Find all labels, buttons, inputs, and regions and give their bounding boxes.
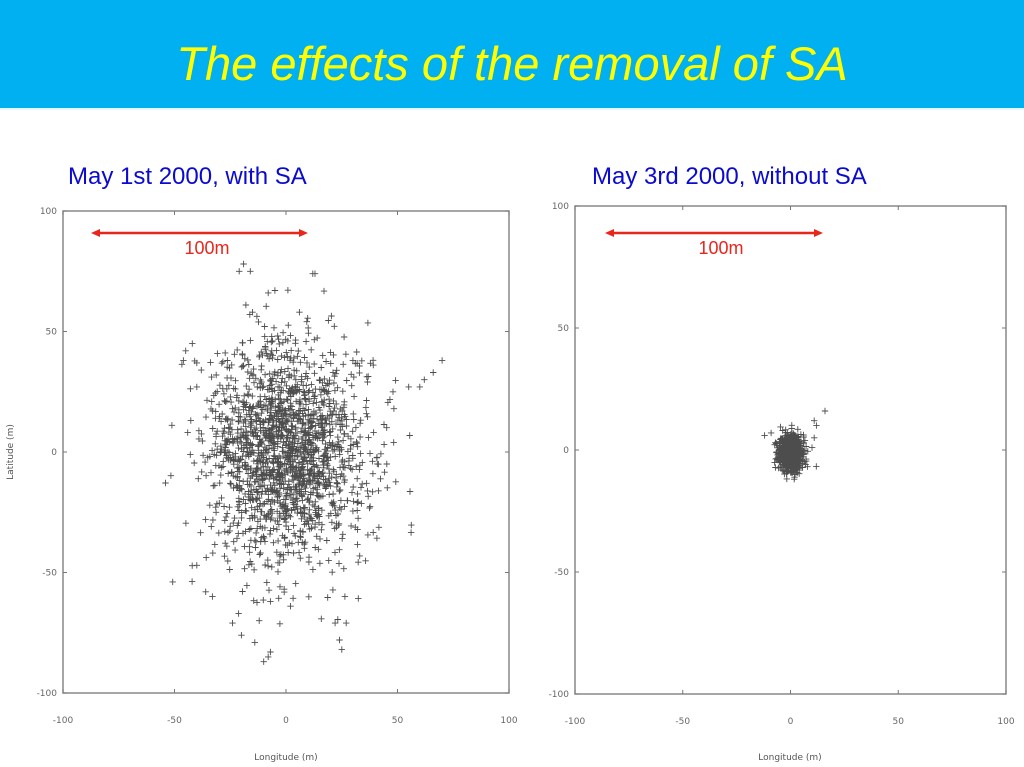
plus-marker-icon xyxy=(761,407,829,483)
arrow-left-head-icon xyxy=(605,229,614,237)
arrow-right-head-icon xyxy=(299,229,308,237)
plus-marker-icon xyxy=(162,260,446,665)
left-plot-subtitle: May 1st 2000, with SA xyxy=(68,163,307,190)
slide-header: The effects of the removal of SA xyxy=(0,0,1024,108)
x-tick-label: -100 xyxy=(565,717,586,727)
slide-title: The effects of the removal of SA xyxy=(176,36,848,90)
x-tick-label: 50 xyxy=(893,717,905,727)
left-scatter-plot: -100 -50 0 50 100 -100 -50 0 50 100 100m Longitud… xyxy=(6,207,518,763)
arrow-left-head-icon xyxy=(91,229,100,237)
x-tick-label: -50 xyxy=(167,716,182,726)
x-tick-label: 100 xyxy=(500,716,517,726)
right-scale-label: 100m xyxy=(698,238,743,258)
left-scale-arrow xyxy=(91,229,308,237)
x-tick-label: -100 xyxy=(53,716,74,726)
y-tick-label: -100 xyxy=(37,689,58,699)
y-tick-label: -50 xyxy=(42,569,57,579)
left-y-axis-label: Latitude (m) xyxy=(6,424,16,480)
y-tick-label: 100 xyxy=(40,207,57,217)
right-plot-ticks: -100 -50 0 50 100 -100 -50 0 50 100 xyxy=(549,202,1015,727)
x-tick-label: 50 xyxy=(392,716,404,726)
left-scale-label: 100m xyxy=(184,238,229,258)
x-tick-label: 0 xyxy=(788,717,794,727)
y-tick-label: -100 xyxy=(549,690,570,700)
left-plot-points xyxy=(162,260,446,665)
x-tick-label: -50 xyxy=(675,717,690,727)
right-x-axis-label: Longitude (m) xyxy=(758,753,821,763)
left-plot-ticks: -100 -50 0 50 100 -100 -50 0 50 100 xyxy=(37,207,518,726)
y-tick-label: 50 xyxy=(46,328,58,338)
y-tick-label: 0 xyxy=(51,448,57,458)
header-divider xyxy=(0,108,1024,110)
right-scale-arrow xyxy=(605,229,823,237)
right-plot-subtitle: May 3rd 2000, without SA xyxy=(592,163,867,190)
y-tick-label: 50 xyxy=(558,324,570,334)
arrow-right-head-icon xyxy=(814,229,823,237)
y-tick-label: 100 xyxy=(552,202,569,212)
x-tick-label: 100 xyxy=(997,717,1014,727)
x-tick-label: 0 xyxy=(283,716,289,726)
y-tick-label: -50 xyxy=(554,568,569,578)
right-scatter-plot: -100 -50 0 50 100 -100 -50 0 50 100 100m Longitud… xyxy=(549,202,1015,763)
y-tick-label: 0 xyxy=(563,446,569,456)
left-x-axis-label: Longitude (m) xyxy=(254,753,317,763)
right-plot-points xyxy=(761,407,829,483)
